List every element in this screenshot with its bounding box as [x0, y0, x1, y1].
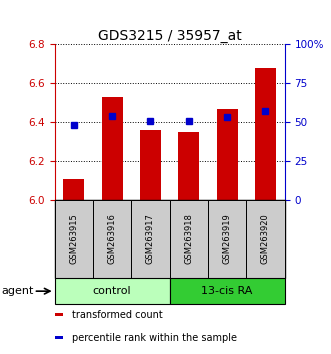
Bar — [140, 130, 161, 200]
Title: GDS3215 / 35957_at: GDS3215 / 35957_at — [98, 29, 242, 43]
Bar — [131, 200, 169, 278]
Bar — [178, 132, 199, 200]
Text: GSM263916: GSM263916 — [108, 213, 117, 264]
Bar — [216, 109, 238, 200]
Text: GSM263917: GSM263917 — [146, 213, 155, 264]
Bar — [55, 278, 169, 304]
Bar — [93, 200, 131, 278]
Text: GSM263915: GSM263915 — [69, 213, 78, 264]
Text: percentile rank within the sample: percentile rank within the sample — [72, 332, 237, 343]
Bar — [169, 200, 208, 278]
Text: transformed count: transformed count — [72, 309, 163, 320]
Bar — [246, 200, 285, 278]
Text: agent: agent — [2, 286, 34, 296]
Bar — [169, 278, 285, 304]
Text: 13-cis RA: 13-cis RA — [202, 286, 253, 296]
Bar — [255, 68, 276, 200]
Text: control: control — [93, 286, 131, 296]
Bar — [208, 200, 246, 278]
Text: GSM263920: GSM263920 — [261, 213, 270, 264]
Bar — [55, 313, 63, 316]
Bar — [55, 200, 93, 278]
Text: GSM263918: GSM263918 — [184, 213, 193, 264]
Text: GSM263919: GSM263919 — [223, 213, 232, 264]
Bar — [55, 336, 63, 339]
Bar — [102, 97, 123, 200]
Bar — [63, 179, 84, 200]
